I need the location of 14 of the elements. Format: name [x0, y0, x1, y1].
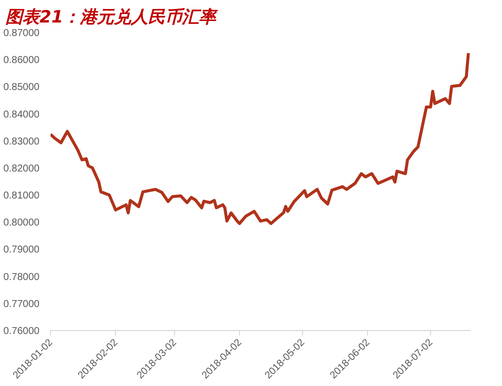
y-tick-label: 0.87000 [3, 28, 40, 39]
y-tick-label: 0.80000 [3, 218, 40, 229]
y-tick-label: 0.84000 [3, 109, 40, 120]
y-tick-label: 0.79000 [3, 244, 40, 256]
y-tick-label: 0.77000 [3, 298, 40, 310]
y-tick-label: 0.86000 [3, 55, 40, 66]
y-tick-label: 0.82000 [3, 163, 40, 174]
y-tick-label: 0.83000 [3, 136, 40, 148]
y-tick-label: 0.81000 [3, 190, 40, 202]
y-tick-label: 0.78000 [3, 272, 40, 283]
chart-title: 图表21：港元兑人民币汇率 [6, 8, 218, 28]
y-tick-label: 0.85000 [3, 82, 40, 94]
y-tick-label: 0.76000 [3, 326, 40, 337]
line-series [50, 52, 470, 225]
